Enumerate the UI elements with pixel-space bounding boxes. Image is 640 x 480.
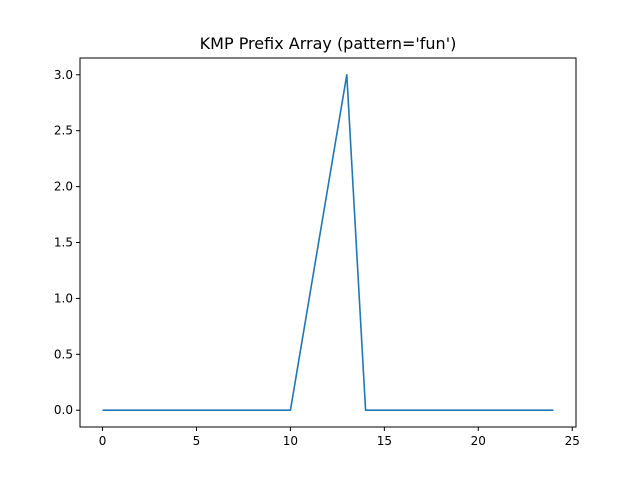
- y-tick-label: 2.5: [54, 124, 73, 138]
- y-tick-label: 0.5: [54, 347, 73, 361]
- x-tick-label: 10: [283, 434, 298, 448]
- y-tick-label: 1.5: [54, 236, 73, 250]
- y-tick-label: 1.0: [54, 291, 73, 305]
- x-tick-label: 5: [193, 434, 201, 448]
- x-tick-label: 20: [471, 434, 486, 448]
- x-tick-label: 25: [565, 434, 580, 448]
- x-tick-label: 0: [99, 434, 107, 448]
- y-tick-label: 3.0: [54, 68, 73, 82]
- series-line-0: [102, 73, 554, 412]
- x-tick-label: 15: [377, 434, 392, 448]
- chart-title: KMP Prefix Array (pattern='fun'): [200, 34, 457, 53]
- plot-area: 0 5 10 15 20 25 0.0 0.5 1.0 1.5 2.0 2.5 3.0: [54, 57, 580, 448]
- y-tick-label: 2.0: [54, 180, 73, 194]
- y-tick-label: 0.0: [54, 403, 73, 417]
